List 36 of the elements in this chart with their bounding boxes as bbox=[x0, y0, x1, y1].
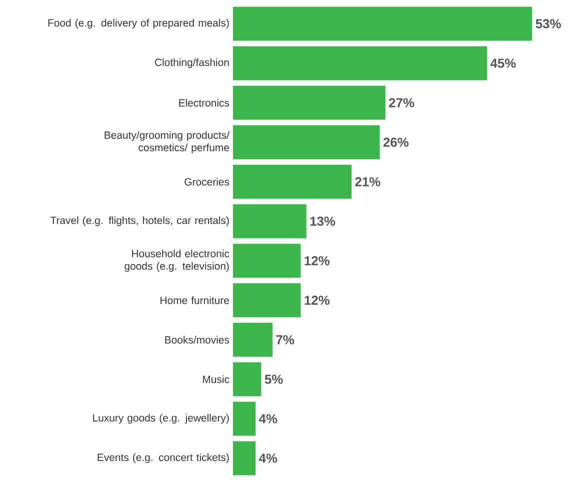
data-label: 4% bbox=[258, 454, 278, 463]
data-label: 26% bbox=[383, 138, 409, 147]
bar bbox=[233, 86, 386, 120]
y-tick-label: Home furniture bbox=[160, 296, 229, 304]
data-label: 21% bbox=[355, 177, 380, 186]
y-tick-label: Food (e.g. delivery of prepared meals) bbox=[48, 18, 229, 29]
bar bbox=[233, 441, 256, 476]
bar bbox=[233, 244, 301, 278]
data-label: 13% bbox=[310, 216, 336, 226]
data-label: 12% bbox=[304, 296, 330, 305]
y-tick-label: Luxury goods (e.g. jewellery) bbox=[93, 414, 229, 424]
data-label: 5% bbox=[264, 374, 283, 384]
data-label: 45% bbox=[490, 58, 516, 68]
y-tick-label: Clothing/fashion bbox=[154, 58, 229, 68]
y-tick-label: Books/movies bbox=[165, 336, 230, 344]
bar bbox=[233, 164, 352, 199]
y-tick-label: Music bbox=[203, 375, 230, 384]
bar bbox=[233, 204, 306, 238]
bar bbox=[233, 6, 532, 41]
data-label: 4% bbox=[258, 414, 278, 424]
bar bbox=[233, 402, 256, 436]
bar bbox=[233, 125, 380, 160]
bar bbox=[233, 283, 301, 318]
data-label: 53% bbox=[536, 19, 561, 28]
y-tick-label: Beauty/grooming products/ cosmetics/ perfume bbox=[104, 131, 230, 154]
y-tick-label: Events (e.g. concert tickets) bbox=[98, 453, 229, 464]
y-tick-label: Travel (e.g. flights, hotels, car rentals) bbox=[50, 216, 229, 226]
data-label: 12% bbox=[304, 256, 330, 266]
bar bbox=[233, 322, 273, 357]
y-tick-label: Household electronic goods (e.g. television) bbox=[124, 250, 230, 272]
data-label: 7% bbox=[276, 335, 294, 344]
data-label: 27% bbox=[389, 98, 414, 108]
bar bbox=[233, 46, 487, 80]
y-tick-label: Electronics bbox=[179, 98, 230, 107]
bar bbox=[233, 362, 262, 396]
y-tick-label: Groceries bbox=[184, 178, 230, 186]
